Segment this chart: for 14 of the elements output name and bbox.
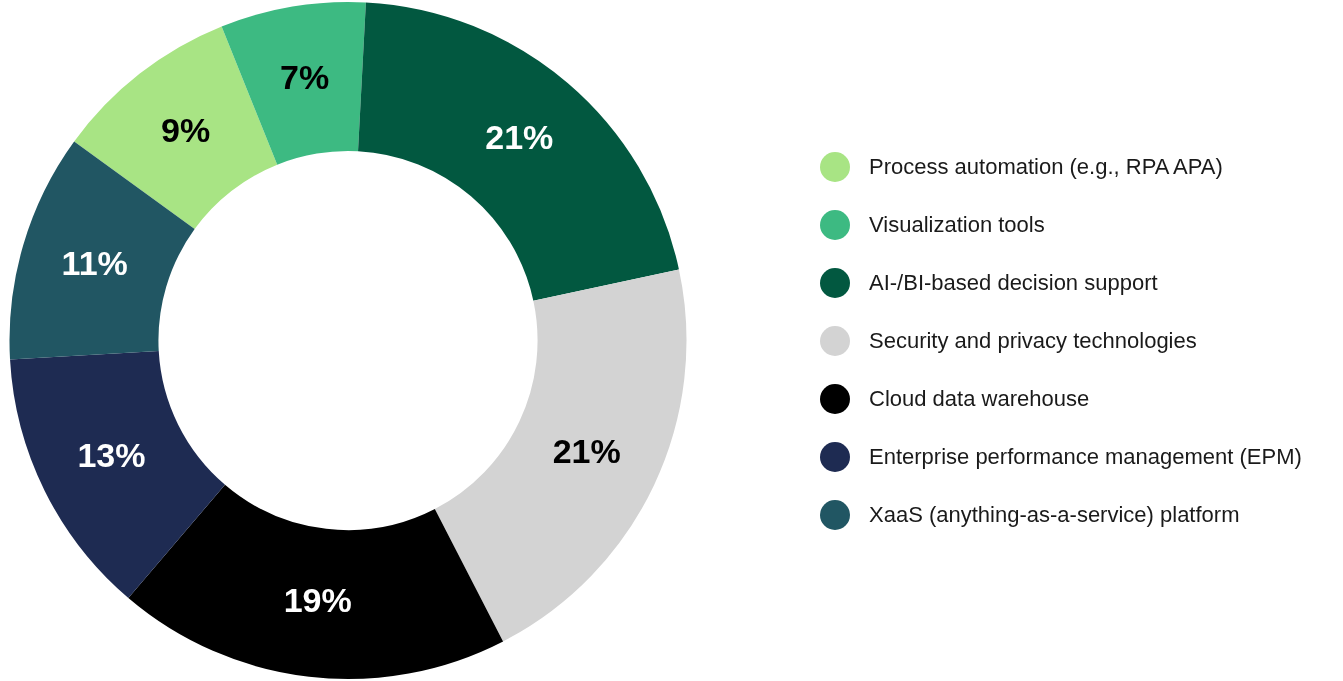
legend-label: XaaS (anything-as-a-service) platform: [869, 501, 1240, 528]
legend-label: Cloud data warehouse: [869, 385, 1090, 412]
legend-label: Enterprise performance management (EPM): [869, 443, 1302, 470]
legend-label: Visualization tools: [869, 211, 1045, 238]
data-label: 13%: [77, 436, 146, 475]
data-label: 9%: [161, 110, 211, 149]
legend-label: Security and privacy technologies: [869, 327, 1197, 354]
legend-label: AI-/BI-based decision support: [869, 269, 1158, 296]
legend-label: Process automation (e.g., RPA APA): [869, 153, 1223, 180]
data-label: 21%: [552, 431, 621, 470]
data-label: 21%: [485, 117, 554, 156]
data-label: 19%: [283, 581, 352, 620]
data-label: 11%: [61, 244, 128, 283]
data-label: 7%: [280, 58, 330, 97]
